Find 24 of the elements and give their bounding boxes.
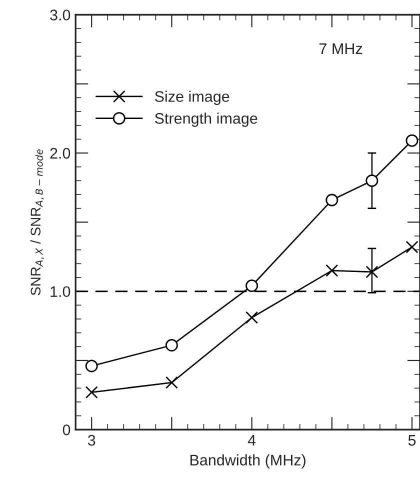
point [165, 339, 178, 352]
legend-label: Size image [154, 90, 230, 105]
point [366, 174, 378, 187]
point [366, 266, 378, 278]
x-axis-title: Bandwidth (MHz) [190, 454, 306, 469]
point [246, 280, 258, 292]
point [246, 311, 258, 324]
y-axis-title: SNR$_{A,X}$ / SNR$_{A,B−mode}$ [30, 149, 44, 296]
legend-label: Strength image [154, 112, 258, 127]
point [406, 134, 418, 147]
y-tick-label: 2.0 [50, 148, 70, 159]
y-tick-label: 3.0 [50, 10, 70, 20]
point [85, 386, 98, 399]
y-tick-label: 0 [62, 424, 70, 436]
point [326, 194, 338, 206]
y-tick-label: 1.0 [50, 286, 70, 298]
point [165, 376, 178, 389]
x-tick-label: 3 [88, 434, 96, 446]
point [326, 264, 338, 277]
point [85, 360, 98, 372]
x-tick-label: 5 [408, 435, 416, 446]
x-tick-label: 4 [248, 435, 256, 446]
point [406, 240, 418, 254]
annotation: 7 MHz [320, 43, 362, 54]
